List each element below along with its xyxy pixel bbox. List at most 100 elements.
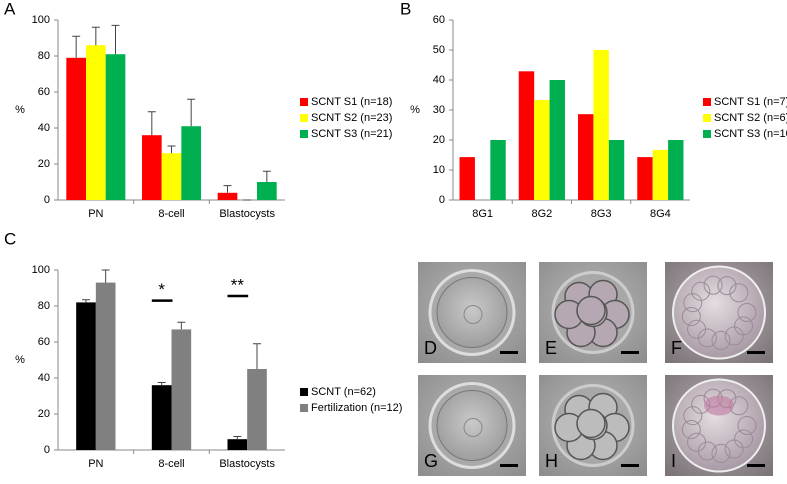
- bar: [518, 71, 535, 200]
- y-tick-label: 60: [433, 14, 445, 26]
- bar: [171, 329, 192, 450]
- cell: [717, 276, 737, 296]
- cell: [734, 429, 754, 449]
- cell: [724, 326, 744, 346]
- micrograph-label: I: [671, 451, 676, 471]
- y-tick-label: 30: [433, 104, 445, 116]
- y-tick-label: 40: [38, 372, 50, 384]
- cell: [683, 406, 703, 426]
- cell: [681, 419, 701, 439]
- y-tick-label: 100: [32, 264, 50, 276]
- bar: [637, 157, 653, 200]
- error-bar: [101, 269, 110, 283]
- bar: [76, 302, 96, 450]
- micrograph: G: [418, 375, 526, 476]
- micrograph-label: H: [545, 451, 558, 471]
- bar: [608, 140, 625, 200]
- bar: [578, 114, 594, 200]
- error-bar: [177, 321, 186, 330]
- bar: [534, 100, 550, 200]
- oocyte: [436, 390, 508, 461]
- x-tick-label: 8G3: [591, 208, 612, 220]
- error-bar: [72, 35, 81, 58]
- error-bar: [147, 111, 156, 136]
- legend-label: Fertilization (n=12): [311, 402, 402, 414]
- cell: [683, 293, 703, 313]
- panel-label: B: [400, 0, 411, 18]
- y-tick-label: 40: [38, 122, 50, 134]
- y-tick-label: 0: [44, 194, 50, 206]
- scale-bar: [747, 464, 765, 467]
- bar: [247, 369, 267, 450]
- error-bar: [157, 382, 166, 386]
- legend-swatch: [300, 114, 308, 122]
- legend-label: SCNT S2 (n=23): [311, 112, 392, 124]
- y-tick-label: 20: [38, 158, 50, 170]
- legend-label: SCNT S2 (n=6): [714, 112, 787, 124]
- micrograph: E: [539, 262, 647, 363]
- y-tick-label: 0: [439, 194, 445, 206]
- error-bar: [81, 299, 90, 303]
- error-bar: [167, 145, 176, 154]
- legend-swatch: [300, 404, 308, 412]
- cell: [711, 330, 731, 350]
- significance-label: **: [231, 275, 245, 294]
- bar: [217, 192, 238, 200]
- blastocyst: [672, 265, 766, 360]
- x-tick-label: 8-cell: [158, 458, 184, 470]
- bar: [652, 149, 669, 200]
- x-tick-label: 8-cell: [158, 208, 184, 220]
- cell: [687, 319, 707, 339]
- nucleus: [463, 305, 483, 324]
- y-tick-label: 80: [38, 300, 50, 312]
- cell: [681, 306, 701, 326]
- x-tick-label: 8G1: [472, 208, 493, 220]
- blastomere: [576, 295, 606, 326]
- y-tick-label: 50: [433, 44, 445, 56]
- legend-swatch: [703, 130, 711, 138]
- error-bar: [233, 436, 242, 440]
- y-tick-label: 100: [32, 14, 50, 26]
- cell: [691, 281, 711, 301]
- legend-label: SCNT S1 (n=18): [311, 96, 392, 108]
- bar: [227, 439, 248, 450]
- cell: [711, 443, 731, 463]
- bar: [668, 140, 684, 200]
- bar: [85, 45, 106, 201]
- bar: [181, 126, 202, 200]
- nucleus: [463, 418, 483, 437]
- cell: [687, 432, 707, 452]
- panel-label: A: [4, 0, 16, 18]
- bar: [593, 50, 609, 200]
- y-tick-label: 40: [433, 74, 445, 86]
- y-axis-label: %: [15, 354, 25, 366]
- micrograph: H: [539, 375, 647, 476]
- bar: [141, 135, 162, 200]
- micrograph-label: D: [424, 338, 437, 358]
- scale-bar: [500, 351, 518, 354]
- legend-label: SCNT S3 (n=10): [714, 128, 787, 140]
- error-bar: [187, 98, 196, 127]
- error-bar: [111, 24, 120, 55]
- micrograph: D: [418, 262, 526, 363]
- bar: [549, 80, 565, 200]
- bar: [105, 54, 126, 201]
- error-bar: [91, 26, 100, 46]
- y-axis-label: %: [410, 104, 420, 116]
- legend-swatch: [300, 388, 308, 396]
- x-tick-label: 8G4: [650, 208, 671, 220]
- scale-bar: [747, 351, 765, 354]
- cell: [703, 275, 723, 295]
- y-axis-label: %: [15, 104, 25, 116]
- x-tick-label: Blastocysts: [219, 208, 275, 220]
- cell: [724, 439, 744, 459]
- cell: [737, 303, 757, 322]
- y-tick-label: 10: [433, 164, 445, 176]
- micrograph: I: [665, 375, 773, 476]
- x-tick-label: PN: [88, 458, 103, 470]
- micrograph-label: G: [424, 451, 438, 471]
- legend-label: SCNT (n=62): [311, 386, 376, 398]
- y-tick-label: 20: [38, 408, 50, 420]
